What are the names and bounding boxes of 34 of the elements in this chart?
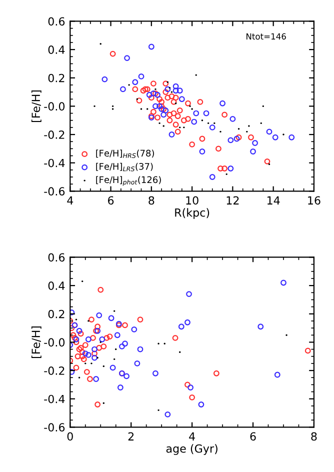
y-tick-label: 0.4: [48, 46, 65, 54]
y-tick-label: -0.2: [44, 130, 64, 139]
annotation: Ntot=146: [246, 33, 286, 40]
x-tick-label: 4: [67, 196, 74, 204]
x-tick-label: 0: [67, 432, 73, 441]
x-axis-title: age (Gyr): [166, 444, 218, 455]
y-tick-label: 0.4: [48, 282, 65, 290]
y-axis-title: [Fe/H]: [31, 326, 42, 358]
x-tick-label: 4: [189, 432, 195, 440]
x-tick-label: 16: [308, 196, 320, 205]
y-tick-label: -0.6: [44, 187, 65, 196]
x-tick-label: 12: [226, 196, 239, 204]
y-tick-label: -0.4: [44, 158, 65, 168]
y-axis-title: [Fe/H]: [31, 90, 42, 122]
y-tick-label: 0.2: [48, 74, 64, 82]
x-axis-title: R(kpc): [175, 208, 210, 219]
y-tick-label: -0.0: [44, 102, 65, 111]
legend-label: [Fe/H]$_{HRS}$(78): [96, 150, 154, 158]
x-tick-label: 8: [311, 432, 317, 441]
y-tick-label: -0.0: [44, 338, 65, 347]
legend-label: [Fe/H]$_{phot}$(126): [96, 176, 161, 186]
x-tick-label: 6: [250, 432, 256, 441]
x-tick-label: 8: [148, 196, 154, 205]
x-tick-label: 6: [108, 196, 114, 205]
legend-label: [Fe/H]$_{LRS}$(37): [96, 162, 153, 172]
y-tick-label: 0.6: [48, 253, 65, 262]
x-tick-label: 2: [128, 432, 134, 440]
y-tick-label: 0.2: [48, 310, 64, 318]
y-tick-label: -0.2: [44, 366, 64, 375]
y-tick-label: 0.6: [48, 17, 65, 26]
x-tick-label: 10: [186, 196, 198, 205]
y-tick-label: -0.4: [44, 394, 65, 404]
y-tick-label: -0.6: [44, 423, 65, 432]
x-tick-label: 14: [267, 196, 280, 204]
